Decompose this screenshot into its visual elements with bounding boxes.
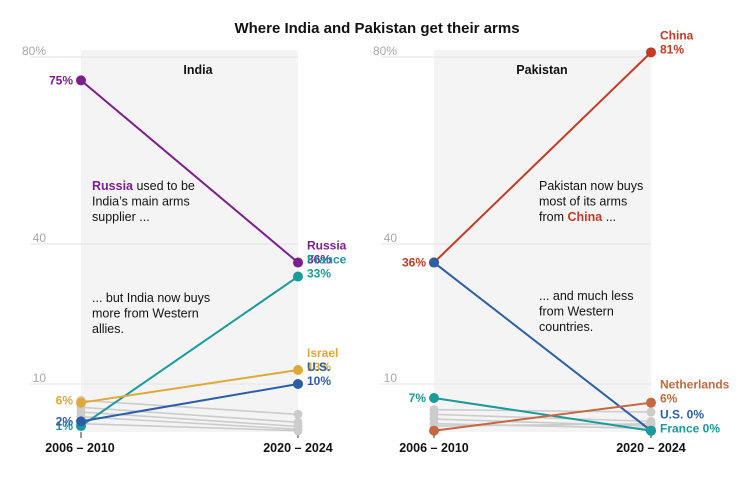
x-tick-label: 2020 – 2024 (616, 441, 686, 455)
series-line-u-s (80, 383, 299, 423)
plot-band-india (81, 50, 298, 432)
point-other (293, 409, 303, 419)
series-line-other (433, 422, 652, 430)
end-value-u-s: 10% (307, 374, 331, 388)
y-tick-label: 40 (384, 231, 398, 245)
series-line-other (80, 399, 299, 416)
annotation-india-2: ... but India now buys more from Western a… (92, 291, 210, 336)
point-start-u-s (76, 416, 86, 427)
point-end-russia (293, 257, 303, 268)
end-label-france: France 0% (660, 422, 720, 436)
y-tick-label: 10 (384, 371, 398, 385)
end-label-u-s: U.S. (307, 360, 330, 374)
series-line-france (80, 275, 299, 427)
end-value-russia: 36% (307, 253, 331, 267)
point-end-netherlands (646, 397, 656, 408)
panel-title-india: India (183, 63, 213, 77)
y-tick-label: 10 (33, 371, 47, 385)
plot-band-pakistan (434, 50, 651, 432)
start-label-france: 7% (409, 391, 427, 405)
x-tick-label: 2006 – 2010 (399, 441, 469, 455)
end-label-france: France (307, 253, 347, 267)
point-end-u-s (293, 379, 303, 389)
panel-india: 80% 40 10 India 2006 – 2010 2020 – 2024 75% 1% 6… (22, 44, 347, 455)
start-label-israel: 6% (56, 394, 74, 408)
y-tick-label: 80% (22, 44, 46, 58)
point-start-russia (76, 75, 86, 86)
series-line-netherlands (433, 401, 652, 432)
panel-title-pakistan: Pakistan (516, 63, 567, 77)
y-tick-label: 80% (373, 44, 397, 58)
start-label-russia: 75% (49, 73, 73, 87)
annotation-india-1: Russia used to be India’s main arms suppli… (92, 179, 195, 224)
point-end-israel (293, 364, 303, 375)
point-other (646, 407, 656, 417)
end-label-netherlands: Netherlands (660, 378, 730, 392)
x-tick-label: 2006 – 2010 (45, 441, 115, 455)
point-start-u-s (429, 257, 439, 268)
point-end-france (646, 425, 656, 436)
series-line-other (433, 413, 652, 423)
point-start-netherlands (429, 425, 439, 436)
annotation-pakistan-1: Pakistan now buys most of its arms from Ch… (539, 179, 643, 224)
series-line-israel (80, 368, 299, 404)
point-end-france (293, 271, 303, 282)
point-start-france (429, 393, 439, 404)
point-other (293, 426, 303, 436)
x-tick-label: 2020 – 2024 (263, 441, 333, 455)
end-label-u-s: U.S. 0% (660, 408, 704, 422)
end-label-china: China (660, 28, 694, 42)
start-label-u-s: 2% (56, 414, 74, 428)
point-other (646, 419, 656, 429)
start-label-china: 36% (402, 256, 426, 270)
y-tick-label: 40 (33, 231, 47, 245)
chart-title: Where India and Pakistan get their arms (234, 20, 519, 37)
end-value-china: 81% (660, 42, 684, 56)
annotation-pakistan-2: ... and much less from Western countries. (539, 289, 634, 334)
end-value-france: 33% (307, 267, 331, 281)
start-label-france: 1% (56, 419, 74, 433)
panel-pakistan: 80% 40 10 Pakistan 2006 – 2010 2020 – 2024 36%… (373, 28, 730, 455)
end-value-israel: 13% (307, 360, 331, 374)
series-line-russia (80, 79, 299, 264)
series-line-other (80, 406, 299, 424)
series-line-u-s (433, 261, 652, 432)
series-line-other (433, 408, 652, 413)
series-line-china (433, 51, 652, 264)
end-label-israel: Israel (307, 346, 338, 360)
point-start-israel (76, 397, 86, 408)
end-label-russia: Russia (307, 239, 347, 253)
series-line-other (80, 422, 299, 432)
point-end-china (646, 47, 656, 58)
series-line-france (433, 397, 652, 432)
end-value-netherlands: 6% (660, 392, 678, 406)
series-line-other (80, 415, 299, 431)
